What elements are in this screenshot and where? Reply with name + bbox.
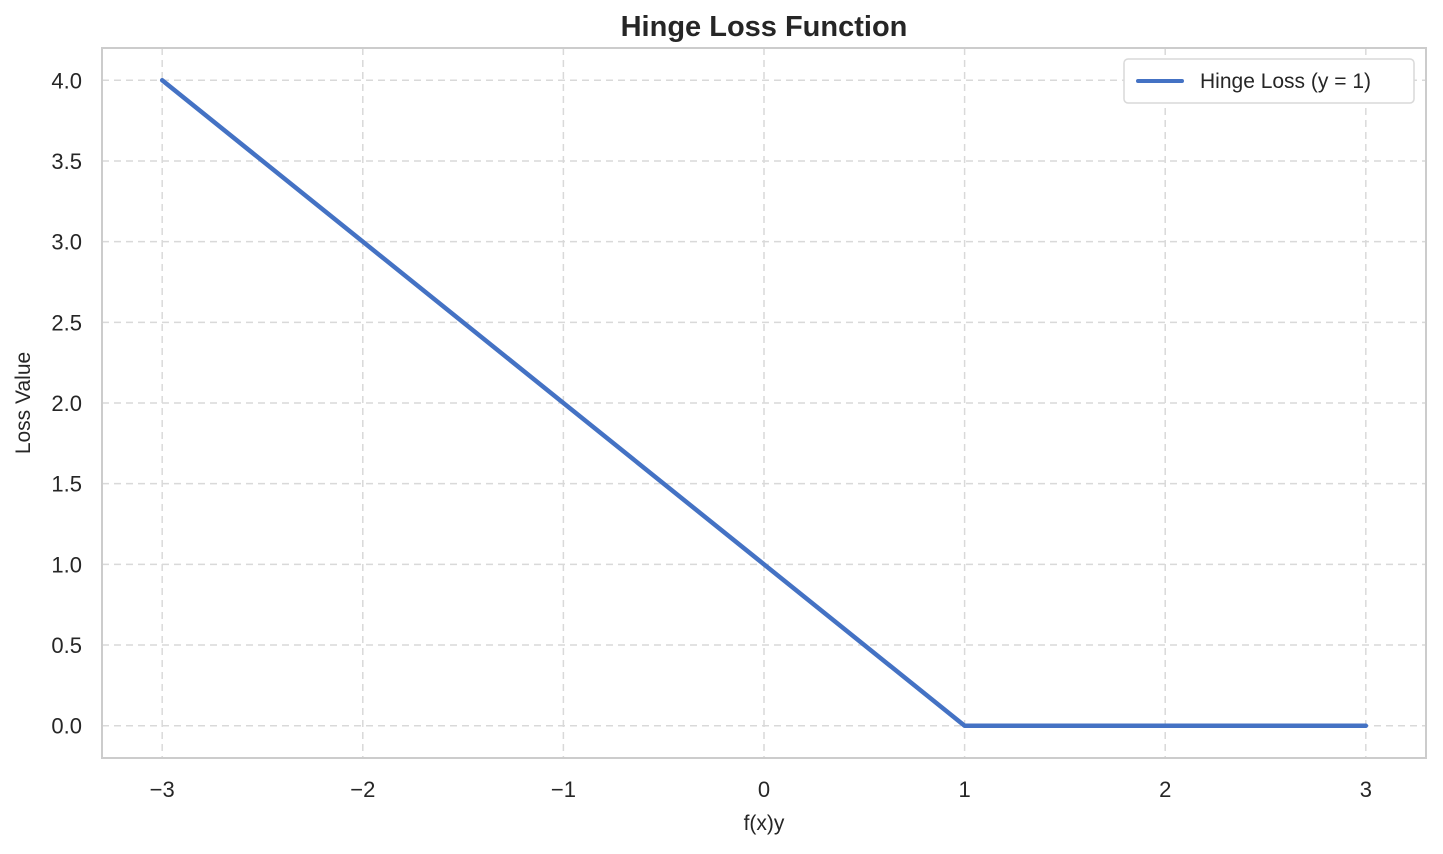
x-tick-label: 2 (1159, 777, 1171, 802)
plot-frame (101, 47, 1427, 759)
legend: Hinge Loss (y = 1) (1123, 58, 1415, 104)
y-axis-label: Loss Value (12, 352, 35, 454)
y-tick-label: 0.5 (51, 633, 82, 658)
y-tick-label: 1.0 (51, 552, 82, 577)
y-tick-label: 0.0 (51, 714, 82, 739)
legend-box (1123, 58, 1415, 104)
x-tick-label: −2 (350, 777, 375, 802)
legend-label: Hinge Loss (y = 1) (1200, 70, 1371, 93)
chart-title: Hinge Loss Function (621, 11, 908, 43)
x-tick-label: 1 (958, 777, 970, 802)
series-line (159, 78, 1369, 728)
y-tick-label: 2.0 (51, 391, 82, 416)
x-tick-labels: −3 −2 −1 0 1 2 3 (150, 777, 1372, 802)
series-layer (159, 78, 1369, 728)
y-tick-label: 2.5 (51, 310, 82, 335)
y-tick-labels: 0.0 0.5 1.0 1.5 2.0 2.5 3.0 3.5 4.0 (51, 68, 82, 738)
x-tick-label: 3 (1360, 777, 1372, 802)
x-tick-label: −1 (551, 777, 576, 802)
y-tick-label: 3.0 (51, 230, 82, 255)
x-tick-label: −3 (150, 777, 175, 802)
x-tick-label: 0 (758, 777, 770, 802)
y-tick-label: 4.0 (51, 68, 82, 93)
y-tick-label: 1.5 (51, 472, 82, 497)
grid-lines (102, 48, 1426, 758)
x-axis-label: f(x)y (744, 812, 785, 835)
y-tick-label: 3.5 (51, 149, 82, 174)
